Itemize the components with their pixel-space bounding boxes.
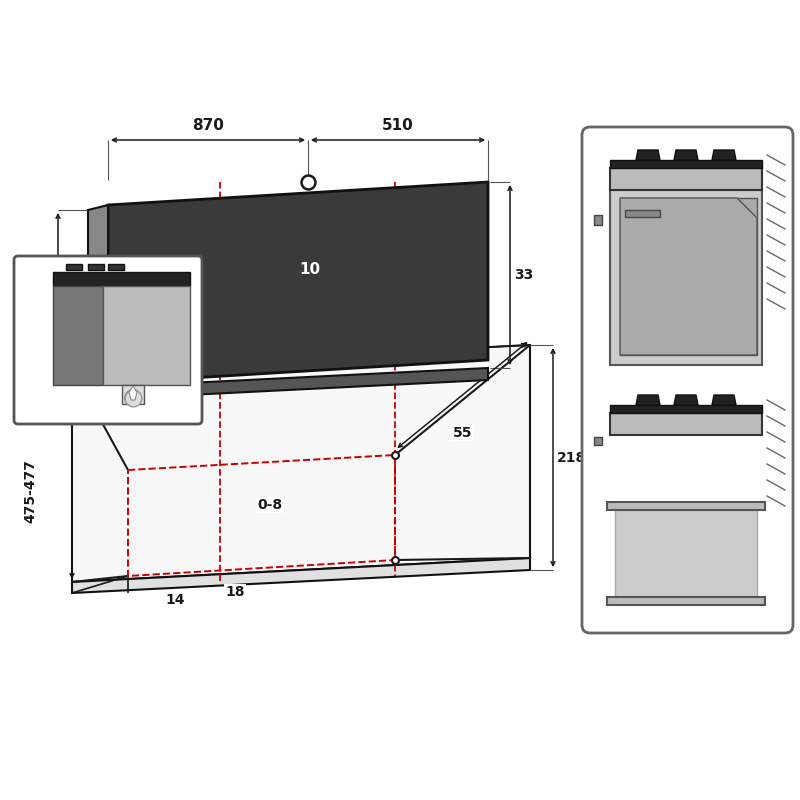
Text: 510: 510 <box>382 118 414 134</box>
FancyBboxPatch shape <box>14 256 202 424</box>
Polygon shape <box>636 395 660 405</box>
Bar <box>594 215 602 225</box>
Text: 14: 14 <box>166 593 185 607</box>
Polygon shape <box>88 205 108 388</box>
Polygon shape <box>53 286 103 385</box>
Text: 0-8: 0-8 <box>258 498 282 512</box>
Polygon shape <box>636 150 660 160</box>
Bar <box>594 437 602 445</box>
Polygon shape <box>620 198 757 355</box>
Bar <box>607 597 765 605</box>
Text: 55: 55 <box>453 426 472 440</box>
Polygon shape <box>610 413 762 435</box>
Text: 835-837: 835-837 <box>269 332 334 349</box>
Polygon shape <box>610 190 762 365</box>
Polygon shape <box>610 405 762 413</box>
Polygon shape <box>72 558 530 593</box>
Polygon shape <box>610 160 762 168</box>
Polygon shape <box>674 395 698 405</box>
Polygon shape <box>620 198 757 355</box>
Text: 33: 33 <box>514 268 534 282</box>
Polygon shape <box>610 168 762 190</box>
Text: 44: 44 <box>113 247 130 261</box>
Bar <box>607 502 765 510</box>
Polygon shape <box>674 150 698 160</box>
Polygon shape <box>129 386 137 400</box>
Polygon shape <box>66 264 82 270</box>
Circle shape <box>125 390 141 406</box>
Text: 18: 18 <box>226 585 245 599</box>
Polygon shape <box>72 345 530 582</box>
Polygon shape <box>53 272 190 286</box>
Text: 475-477: 475-477 <box>23 459 37 523</box>
Text: 10: 10 <box>299 262 321 278</box>
Polygon shape <box>103 286 190 385</box>
Polygon shape <box>625 210 660 217</box>
Polygon shape <box>712 150 736 160</box>
Polygon shape <box>88 368 488 400</box>
Polygon shape <box>122 385 144 404</box>
Polygon shape <box>108 182 488 383</box>
Polygon shape <box>88 264 104 270</box>
Text: 1: 1 <box>150 393 159 406</box>
Text: 20: 20 <box>714 421 734 435</box>
Text: 20-40: 20-40 <box>26 317 38 354</box>
Polygon shape <box>108 264 124 270</box>
Text: 870: 870 <box>192 118 224 134</box>
FancyBboxPatch shape <box>582 127 793 633</box>
Polygon shape <box>712 395 736 405</box>
Text: 218: 218 <box>556 450 586 465</box>
Bar <box>615 510 757 597</box>
Text: 12: 12 <box>34 292 54 306</box>
